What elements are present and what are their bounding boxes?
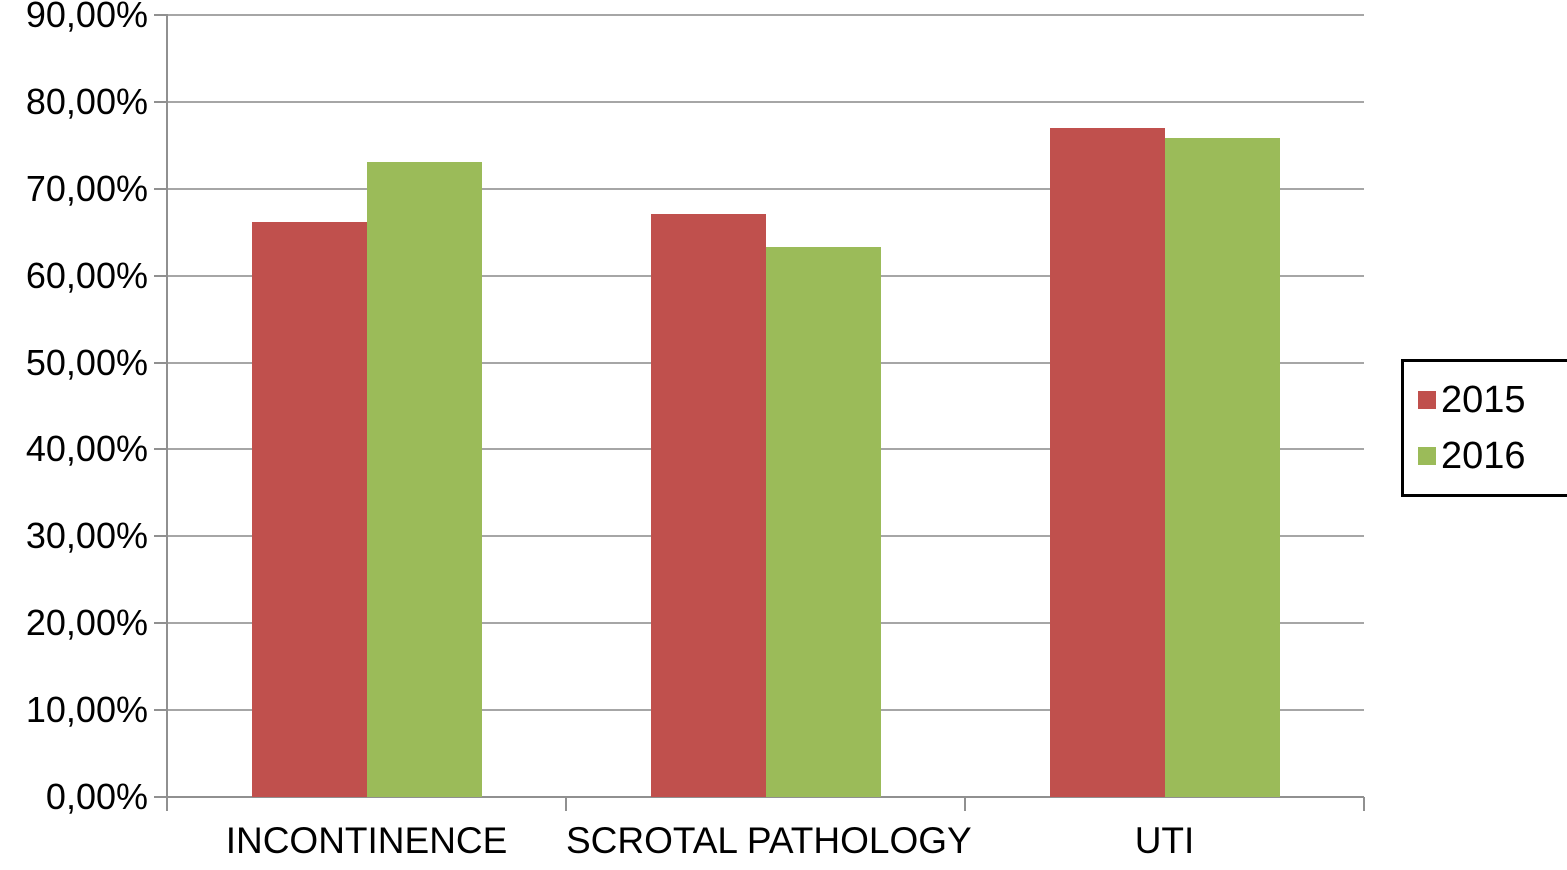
y-tick-label: 0,00% xyxy=(45,776,148,817)
y-axis-tick xyxy=(154,100,168,103)
y-tick-label: 30,00% xyxy=(25,515,148,557)
y-tick-label: 10,00% xyxy=(25,689,148,731)
gridline-70 xyxy=(167,187,1364,190)
y-tick-label: 40,00% xyxy=(25,428,148,470)
y-tick-label: 50,00% xyxy=(25,341,148,383)
legend-swatch-2015 xyxy=(1418,390,1436,409)
gridline-0 xyxy=(167,796,1364,798)
legend-item-2016: 2016 xyxy=(1418,437,1567,475)
bar-2015-scrotal-pathology xyxy=(650,213,766,797)
y-axis-tick xyxy=(154,709,168,712)
y-tick-label: 90,00% xyxy=(25,0,148,35)
y-axis-tick xyxy=(154,187,168,190)
y-axis-tick xyxy=(154,796,168,798)
x-axis-tick xyxy=(964,797,966,811)
gridline-80 xyxy=(167,100,1364,103)
y-axis-tick xyxy=(154,535,168,538)
legend-label: 2016 xyxy=(1441,435,1526,478)
y-tick-label: 70,00% xyxy=(25,167,148,209)
x-tick-label-incontinence: INCONTINENCE xyxy=(225,820,508,861)
x-tick-label-scrotal-pathology: SCROTAL PATHOLOGY xyxy=(566,820,972,861)
y-axis-tick xyxy=(154,274,168,277)
legend: 2015 2016 xyxy=(1401,359,1567,497)
y-tick-label: 20,00% xyxy=(25,602,148,644)
bar-2016-incontinence xyxy=(366,161,482,797)
y-tick-label: 80,00% xyxy=(25,80,148,122)
y-axis-tick xyxy=(154,622,168,625)
gridline-90 xyxy=(167,14,1364,16)
y-axis-line xyxy=(166,15,168,810)
legend-swatch-2016 xyxy=(1418,447,1436,466)
legend-item-2015: 2015 xyxy=(1418,381,1567,419)
y-axis-tick xyxy=(154,14,168,16)
x-axis-tick xyxy=(1363,797,1365,811)
bar-2015-uti xyxy=(1049,127,1165,797)
y-axis-tick xyxy=(154,448,168,451)
y-axis-tick xyxy=(154,361,168,364)
x-axis-tick xyxy=(565,797,567,811)
bar-2016-scrotal-pathology xyxy=(765,246,881,797)
x-tick-label-uti: UTI xyxy=(1134,820,1195,861)
bar-2016-uti xyxy=(1164,138,1280,797)
bar-2015-incontinence xyxy=(251,221,367,797)
y-tick-label: 60,00% xyxy=(25,254,148,296)
x-axis-tick xyxy=(166,797,168,811)
legend-label: 2015 xyxy=(1441,378,1526,421)
